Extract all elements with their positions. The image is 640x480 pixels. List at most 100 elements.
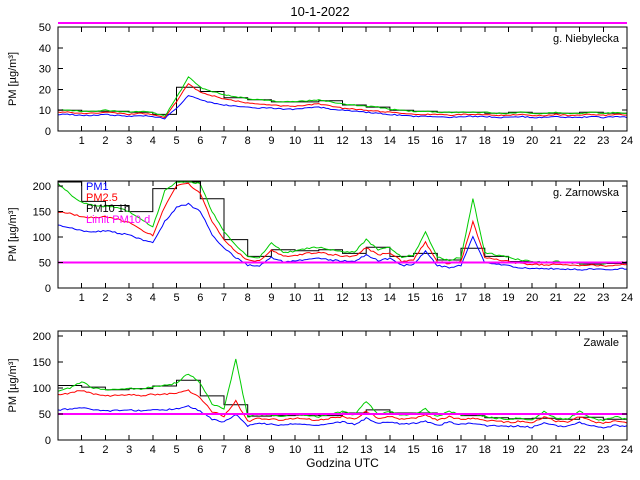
x-tick-label: 14 <box>384 292 396 304</box>
line-pm2-5 <box>58 182 627 267</box>
x-tick-label: 2 <box>102 444 108 456</box>
y-tick-label: 100 <box>33 232 51 244</box>
x-tick-label: 3 <box>126 292 132 304</box>
x-tick-label: 8 <box>245 292 251 304</box>
x-tick-label: 4 <box>150 444 156 456</box>
x-tick-label: 6 <box>197 292 203 304</box>
x-tick-label: 19 <box>502 292 514 304</box>
x-tick-label: 11 <box>313 135 324 147</box>
y-tick-label: 20 <box>39 84 51 96</box>
line-pm2-5 <box>58 83 627 119</box>
x-tick-label: 7 <box>221 444 227 456</box>
station-label: g. Zarnowska <box>553 187 620 199</box>
line-pm1 <box>58 202 627 271</box>
x-tick-label: 9 <box>268 292 274 304</box>
x-tick-label: 24 <box>621 135 633 147</box>
x-tick-label: 5 <box>173 292 179 304</box>
x-tick-label: 20 <box>526 292 538 304</box>
x-tick-label: 3 <box>126 135 132 147</box>
x-tick-label: 6 <box>197 135 203 147</box>
x-tick-label: 13 <box>360 292 372 304</box>
y-tick-label: 50 <box>39 22 51 34</box>
x-tick-label: 7 <box>221 135 227 147</box>
y-axis-label: PM [µg/m³] <box>7 207 19 261</box>
x-tick-label: 21 <box>550 292 562 304</box>
line-pm10-1h <box>58 86 627 115</box>
y-tick-label: 0 <box>45 435 51 447</box>
x-tick-label: 14 <box>384 135 396 147</box>
x-tick-label: 8 <box>245 444 251 456</box>
x-tick-label: 12 <box>336 135 348 147</box>
x-tick-label: 17 <box>455 292 467 304</box>
x-axis-label: Godzina UTC <box>306 456 379 470</box>
x-tick-label: 21 <box>550 444 562 456</box>
y-tick-label: 0 <box>45 126 51 138</box>
x-tick-label: 21 <box>550 135 562 147</box>
x-tick-label: 22 <box>573 135 585 147</box>
x-tick-label: 14 <box>384 444 396 456</box>
x-tick-label: 16 <box>431 444 443 456</box>
legend-entry: PM10 1h <box>86 203 130 215</box>
x-tick-label: 8 <box>245 135 251 147</box>
axes-box <box>57 180 628 289</box>
x-tick-label: 24 <box>621 292 633 304</box>
x-tick-label: 24 <box>621 444 633 456</box>
y-tick-label: 30 <box>39 64 51 76</box>
line-pm10 <box>58 358 627 422</box>
station-label: g. Niebylecka <box>553 33 620 45</box>
x-tick-label: 1 <box>79 292 85 304</box>
x-tick-label: 22 <box>573 444 585 456</box>
line-pm10 <box>58 76 627 117</box>
x-tick-label: 4 <box>150 292 156 304</box>
y-tick-label: 200 <box>33 331 51 343</box>
line-pm2-5 <box>58 389 627 425</box>
y-axis-label: PM [µg/m³] <box>7 52 19 106</box>
x-tick-label: 10 <box>289 135 301 147</box>
x-tick-label: 12 <box>336 444 348 456</box>
x-tick-label: 9 <box>268 135 274 147</box>
y-tick-label: 200 <box>33 181 51 193</box>
figure-title: 10-1-2022 <box>290 4 350 19</box>
y-tick-label: 100 <box>33 383 51 395</box>
x-tick-label: 18 <box>479 444 491 456</box>
y-tick-label: 150 <box>33 207 51 219</box>
x-tick-label: 11 <box>313 444 324 456</box>
y-axis-label: PM [µg/m³] <box>7 358 19 412</box>
station-label: Zawale <box>584 337 619 349</box>
x-tick-label: 22 <box>573 292 585 304</box>
y-tick-label: 0 <box>45 283 51 295</box>
x-tick-label: 1 <box>79 444 85 456</box>
x-tick-label: 10 <box>289 444 301 456</box>
x-tick-label: 10 <box>289 292 301 304</box>
x-tick-label: 23 <box>597 292 609 304</box>
x-tick-label: 11 <box>313 292 324 304</box>
x-tick-label: 4 <box>150 135 156 147</box>
x-tick-label: 20 <box>526 444 538 456</box>
x-tick-label: 17 <box>455 135 467 147</box>
x-tick-label: 2 <box>102 135 108 147</box>
x-tick-label: 23 <box>597 444 609 456</box>
line-pm1 <box>58 405 627 429</box>
x-tick-label: 7 <box>221 292 227 304</box>
y-tick-label: 10 <box>39 105 51 117</box>
x-tick-label: 19 <box>502 135 514 147</box>
x-tick-label: 19 <box>502 444 514 456</box>
x-tick-label: 15 <box>408 135 420 147</box>
x-tick-label: 6 <box>197 444 203 456</box>
x-tick-label: 5 <box>173 444 179 456</box>
x-tick-label: 18 <box>479 292 491 304</box>
y-tick-label: 40 <box>39 43 51 55</box>
x-tick-label: 2 <box>102 292 108 304</box>
x-tick-label: 1 <box>79 135 85 147</box>
legend-entry: PM1 <box>86 181 109 193</box>
legend-entry: PM2.5 <box>86 192 118 204</box>
x-tick-label: 16 <box>431 292 443 304</box>
x-tick-label: 3 <box>126 444 132 456</box>
x-tick-label: 5 <box>173 135 179 147</box>
x-tick-label: 9 <box>268 444 274 456</box>
x-tick-label: 13 <box>360 444 372 456</box>
line-pm1 <box>58 95 627 120</box>
y-tick-label: 50 <box>39 258 51 270</box>
